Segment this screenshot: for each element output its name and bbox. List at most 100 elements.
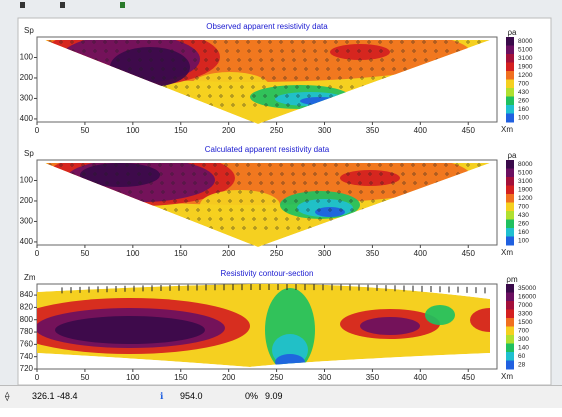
datum-point [262, 85, 266, 89]
datum-point [312, 163, 316, 167]
datum-point [81, 40, 85, 44]
datum-point [264, 103, 268, 107]
datum-point [92, 163, 96, 167]
datum-point [149, 58, 153, 62]
datum-point [307, 217, 311, 221]
datum-point [293, 190, 297, 194]
datum-point [411, 163, 415, 167]
datum-point [158, 163, 162, 167]
datum-point [171, 181, 175, 185]
datum-point [360, 199, 364, 203]
datum-point [348, 67, 352, 71]
datum-point [275, 226, 279, 230]
datum-point [169, 40, 173, 44]
datum-point [204, 181, 208, 185]
datum-point [401, 172, 405, 176]
app-window: Observed apparent resistivity data Sp Xm 0 5… [0, 0, 562, 385]
datum-point [159, 172, 163, 176]
colorbar-swatch [506, 79, 514, 89]
datum-point [240, 85, 244, 89]
datum-point [284, 208, 288, 212]
datum-point [305, 199, 309, 203]
datum-point [183, 190, 187, 194]
datum-point [182, 181, 186, 185]
datum-point [214, 49, 218, 53]
datum-point [257, 40, 261, 44]
datum-point [356, 163, 360, 167]
datum-point [263, 94, 267, 98]
x-tick-label: 300 [318, 126, 332, 135]
y-tick-label: 200 [20, 73, 34, 82]
datum-point [348, 190, 352, 194]
datum-point [215, 58, 219, 62]
datum-point [161, 67, 165, 71]
datum-point [303, 58, 307, 62]
datum-point [391, 181, 395, 185]
datum-point [412, 172, 416, 176]
datum-point [423, 172, 427, 176]
datum-point [240, 208, 244, 212]
colorbar-tick-label: 1200 [518, 72, 533, 79]
datum-point [391, 58, 395, 62]
toolbar-icon[interactable] [20, 2, 25, 8]
colorbar-tick-label: 1900 [518, 63, 533, 70]
datum-point [195, 76, 199, 80]
datum-point [403, 190, 407, 194]
datum-point [126, 49, 130, 53]
datum-point [312, 40, 316, 44]
x-tick-label: 100 [126, 126, 140, 135]
datum-point [206, 199, 210, 203]
datum-point [252, 94, 256, 98]
datum-point [313, 49, 317, 53]
colorbar-swatch [506, 211, 514, 220]
datum-point [290, 163, 294, 167]
status-value: 954.0 [180, 391, 203, 401]
y-tick-label: 720 [20, 364, 34, 373]
toolbar-icon[interactable] [120, 2, 125, 8]
colorbar-swatch [506, 301, 514, 310]
datum-point [136, 40, 140, 44]
datum-point [180, 40, 184, 44]
datum-point [368, 172, 372, 176]
datum-point [297, 103, 301, 107]
contour-field [37, 283, 490, 367]
datum-point [281, 58, 285, 62]
contour-blob [340, 170, 400, 186]
datum-point [173, 199, 177, 203]
colorbar-tick-label: 700 [518, 203, 529, 210]
datum-point [105, 58, 109, 62]
datum-point [306, 85, 310, 89]
datum-point [182, 58, 186, 62]
datum-point [294, 199, 298, 203]
datum-point [271, 190, 275, 194]
datum-point [356, 40, 360, 44]
x-tick-label: 400 [414, 126, 428, 135]
toolbar-icon[interactable] [60, 2, 65, 8]
datum-point [236, 49, 240, 53]
datum-point [241, 217, 245, 221]
datum-point [195, 199, 199, 203]
datum-point [246, 163, 250, 167]
x-tick-label: 50 [80, 373, 89, 382]
colorbar-tick-label: 160 [518, 106, 529, 113]
datum-point [159, 49, 163, 53]
datum-point [81, 163, 85, 167]
datum-point [315, 190, 319, 194]
datum-point [477, 40, 481, 44]
datum-point [214, 172, 218, 176]
datum-point [217, 76, 221, 80]
datum-point [249, 190, 253, 194]
datum-point [295, 85, 299, 89]
colorbar-tick-label: 5100 [518, 169, 533, 176]
colorbar-swatch [506, 228, 514, 237]
x-axis-label: Xm [501, 248, 513, 257]
datum-point [345, 163, 349, 167]
datum-point [247, 172, 251, 176]
datum-point [151, 199, 155, 203]
x-tick-label: 350 [366, 249, 380, 258]
datum-point [273, 85, 277, 89]
datum-point [105, 181, 109, 185]
datum-point [379, 172, 383, 176]
colorbar-tick-label: 8000 [518, 38, 533, 45]
datum-point [380, 58, 384, 62]
